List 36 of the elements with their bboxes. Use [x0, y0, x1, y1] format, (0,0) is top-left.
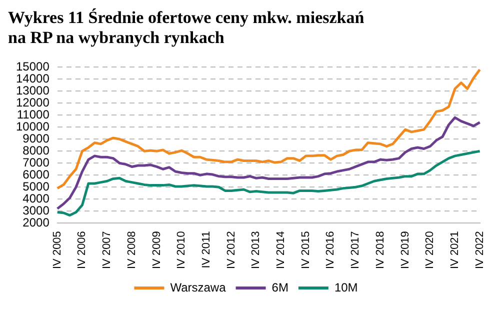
y-tick-label: 4000: [22, 191, 50, 206]
x-tick-label: IV 2007: [101, 231, 114, 269]
x-tick-label: IV 2010: [176, 231, 188, 269]
x-tick-label: IV 2016: [324, 231, 337, 269]
x-tick-label: IV 2008: [126, 231, 138, 269]
x-tick-label: IV 2014: [275, 231, 288, 269]
y-tick-label: 14000: [16, 72, 50, 86]
y-tick-label: 10000: [16, 119, 50, 134]
x-tick-label: IV 2017: [350, 231, 362, 269]
x-tick-label: IV 2005: [51, 231, 64, 269]
x-tick-label: IV 2021: [448, 231, 461, 269]
x-tick-label: IV 2013: [250, 231, 262, 269]
x-tick-label: IV 2009: [150, 231, 163, 269]
legend-label: Warszawa: [170, 280, 226, 294]
y-tick-label: 15000: [16, 60, 50, 74]
x-tick-label: IV 2022: [474, 231, 486, 269]
x-tick-label: IV 2020: [424, 231, 436, 269]
y-tick-label: 8000: [22, 143, 50, 158]
y-tick-label: 13000: [16, 83, 50, 98]
legend-label: 6M: [272, 280, 288, 294]
x-tick-label: IV 2018: [374, 231, 386, 269]
legend-label: 10M: [334, 280, 358, 294]
y-tick-label: 2000: [22, 215, 50, 230]
x-tick-label: IV 2012: [225, 231, 238, 269]
x-tick-label: IV 2006: [76, 231, 88, 269]
y-tick-label: 3000: [22, 203, 50, 218]
y-tick-label: 7000: [22, 155, 50, 170]
y-tick-label: 12000: [16, 95, 50, 110]
chart-title: Wykres 11 Średnie ofertowe ceny mkw. mieszkań na RP na wybranych rynkach: [8, 8, 366, 48]
x-tick-label: IV 2011: [200, 231, 212, 268]
y-tick-label: 11000: [16, 107, 50, 122]
y-tick-label: 6000: [22, 167, 50, 182]
y-tick-label: 9000: [22, 131, 50, 146]
x-tick-label: IV 2015: [300, 231, 312, 269]
x-tick-label: IV 2019: [399, 231, 412, 269]
y-tick-label: 5000: [22, 179, 50, 194]
